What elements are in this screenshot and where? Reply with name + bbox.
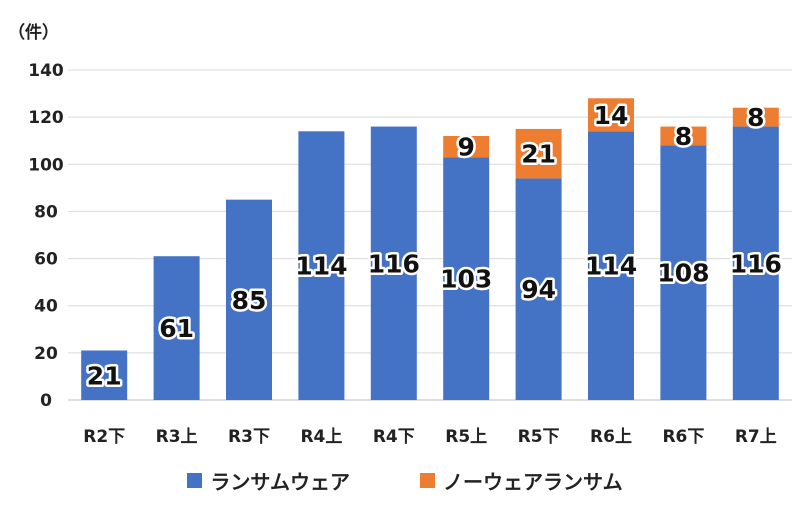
y-tick-label: 100 [28,155,64,175]
data-label: 85 [232,286,267,315]
bar-noware-ransom [515,128,562,179]
y-tick-label: 60 [34,250,58,270]
legend-label-ransomware: ランサムウェア [210,470,350,494]
bar-ransomware [81,350,128,400]
bar-ransomware [298,131,345,401]
bar-ransomware [370,126,417,401]
bars [81,98,779,401]
bar-noware-ransom [660,126,707,146]
bar-ransomware [153,256,200,400]
x-category-label: R4上 [300,427,342,447]
x-category-label: R3上 [156,427,198,447]
y-tick-label: 0 [40,391,52,411]
legend-swatch-noware-ransom [420,473,435,488]
data-label: 14 [594,101,629,130]
legend-item-ransomware: ランサムウェア [187,466,350,495]
y-tick-label: 80 [34,202,58,222]
data-label: 116 [368,249,420,278]
x-category-label: R4下 [373,427,415,447]
legend-item-noware-ransom: ノーウェアランサム [420,466,623,495]
x-category-label: R5上 [445,427,487,447]
data-label: 108 [657,259,709,288]
y-tick-label: 40 [34,297,58,317]
bar-noware-ransom [732,107,779,127]
y-tick-label: 140 [28,61,64,81]
data-label: 61 [159,314,194,343]
y-axis-unit-label: （件） [8,22,59,43]
x-category-label: R6下 [662,427,704,447]
axes: 0 20 40 60 80 100 120 140 R2下 R3上 R3下 R4上 R4下 R5上 R5下 R… [28,61,777,447]
data-label: 114 [295,252,347,281]
bar-ransomware [732,126,779,401]
data-label: 21 [87,361,122,390]
bar-noware-ransom [443,136,490,158]
x-category-label: R3下 [228,427,270,447]
x-category-label: R5下 [518,427,560,447]
data-label: 103 [440,265,492,294]
legend: ランサムウェア ノーウェアランサム [0,466,810,495]
bar-ransomware [660,145,707,400]
bar-ransomware [588,131,634,401]
y-tick-label: 120 [28,108,64,128]
data-label: 8 [747,103,764,132]
bar-noware-ransom [588,98,634,132]
data-label: 8 [675,122,692,151]
legend-swatch-ransomware [187,473,203,488]
y-tick-label: 20 [34,344,58,364]
legend-label-noware-ransom: ノーウェアランサム [443,470,623,494]
data-label: 9 [457,133,474,162]
x-category-label: R2下 [83,427,125,447]
data-label: 114 [585,252,637,281]
bar-ransomware [443,157,490,400]
data-label: 94 [521,275,556,304]
data-label: 116 [730,249,782,278]
x-category-label: R7上 [735,427,777,447]
data-labels: 21 61 85 114 116 103 9 94 21 114 14 108 8 116 8 [84,98,784,392]
bar-ransomware [226,199,272,400]
data-label: 21 [521,140,556,169]
bar-ransomware [515,178,562,400]
x-category-label: R6上 [590,427,632,447]
